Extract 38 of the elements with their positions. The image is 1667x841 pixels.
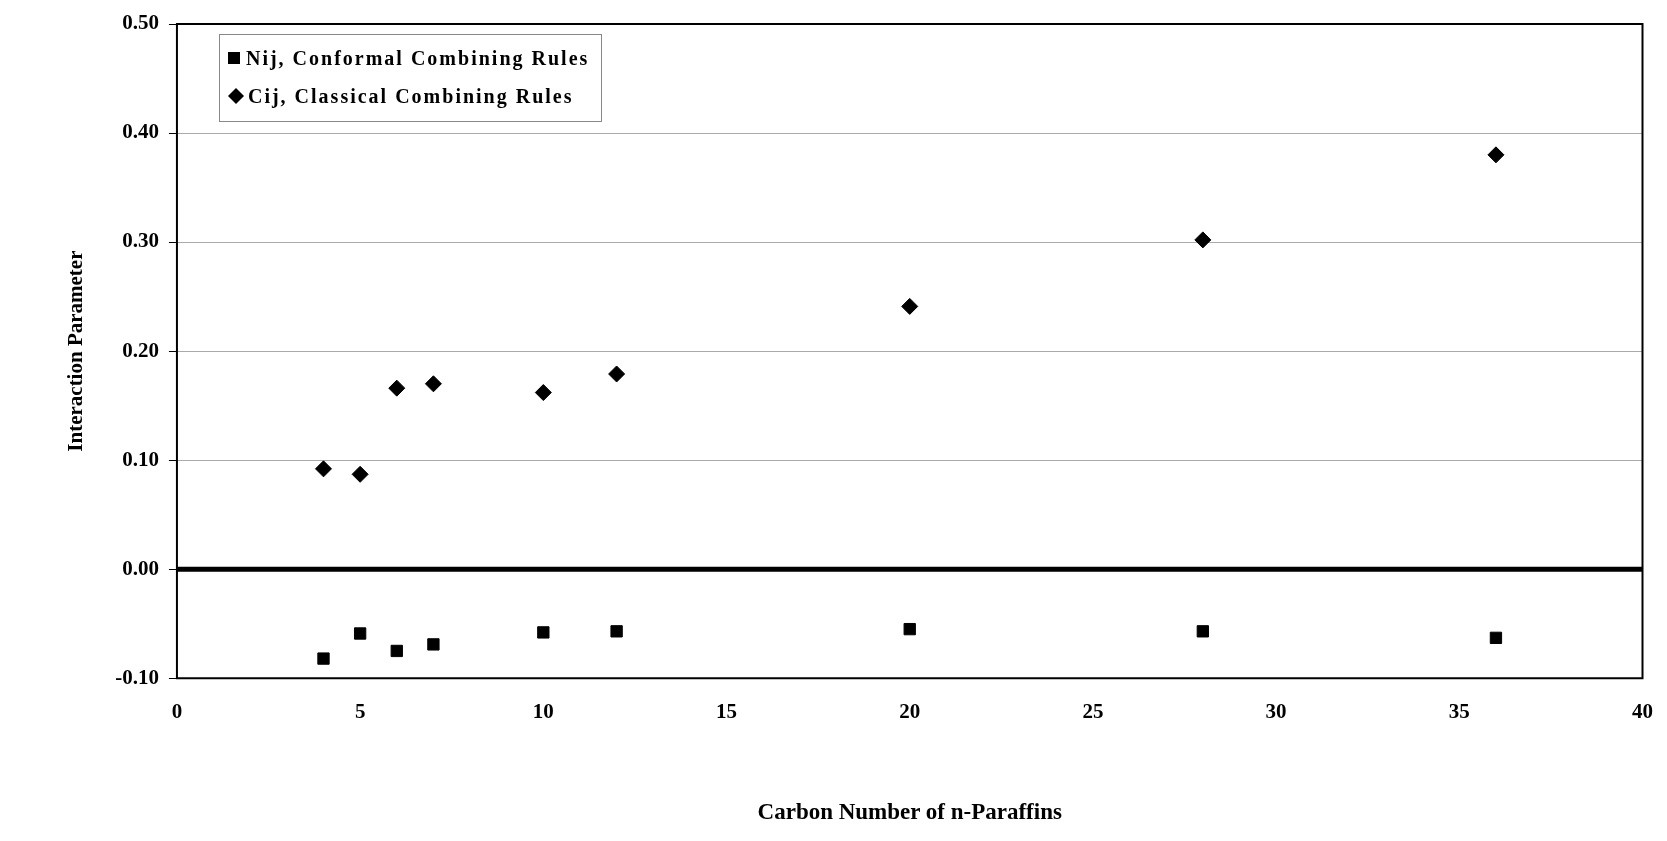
point [351, 465, 369, 483]
y-tick-label: 0.50 [122, 10, 159, 35]
x-tick-label: 35 [1448, 699, 1470, 724]
point [610, 625, 623, 638]
y-tick-label: 0.40 [122, 119, 159, 144]
legend-label: Cij, Classical Combining Rules [247, 84, 574, 108]
point [424, 375, 442, 393]
x-tick-label: 40 [1632, 699, 1653, 724]
point [608, 365, 626, 383]
point [534, 384, 552, 402]
y-tick-label: 0.10 [122, 446, 159, 471]
y-tick-label: 0.00 [122, 555, 159, 580]
legend-label: Nij, Conformal Combining Rules [245, 46, 590, 70]
x-tick-label: 0 [171, 699, 183, 724]
point [901, 297, 919, 315]
y-tick-label: 0.20 [122, 337, 159, 362]
x-tick-label: 15 [716, 699, 738, 724]
point [903, 622, 916, 636]
point [353, 627, 367, 640]
point [315, 460, 332, 478]
point [537, 626, 550, 639]
x-tick-label: 5 [354, 699, 366, 724]
x-tick-label: 10 [532, 699, 554, 724]
point [388, 379, 406, 397]
y-axis-title: Interaction Parameter [63, 250, 88, 452]
point [390, 644, 403, 658]
point [1196, 625, 1209, 638]
y-tick-label: -0.10 [115, 664, 159, 689]
x-tick-label: 30 [1265, 699, 1287, 724]
point [1487, 146, 1505, 164]
point [1194, 231, 1212, 249]
point [1489, 631, 1503, 645]
x-axis-title: Carbon Number of n-Paraffins [757, 799, 1062, 825]
point [427, 638, 440, 651]
x-tick-label: 25 [1082, 699, 1104, 724]
x-tick-label: 20 [899, 699, 921, 724]
point [317, 652, 330, 665]
y-tick-label: 0.30 [122, 228, 159, 253]
